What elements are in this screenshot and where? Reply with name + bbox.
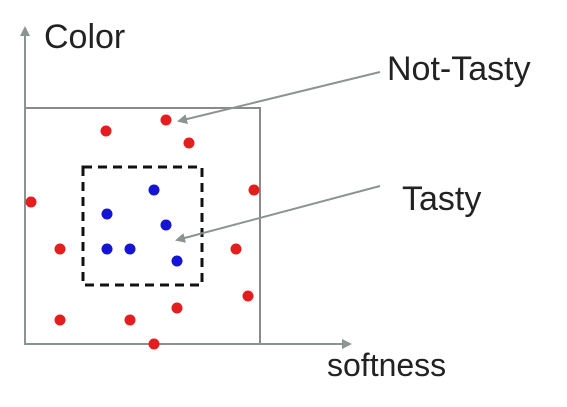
blue-point — [148, 184, 160, 196]
blue-point — [124, 243, 136, 255]
blue-point — [101, 208, 113, 220]
blue-point — [160, 219, 172, 231]
tasty-label: Tasty — [402, 180, 481, 218]
blue-point — [171, 255, 183, 267]
red-point — [248, 184, 260, 196]
not-tasty-arrow — [177, 71, 381, 124]
not-tasty-points — [25, 114, 260, 350]
red-point — [25, 196, 37, 208]
not-tasty-label: Not-Tasty — [387, 50, 531, 88]
feature-space-frame — [24, 107, 261, 345]
blue-point — [101, 243, 113, 255]
red-point — [124, 314, 136, 326]
red-point — [54, 243, 66, 255]
red-point — [230, 243, 242, 255]
red-point — [160, 114, 172, 126]
red-point — [100, 125, 112, 137]
red-point — [171, 302, 183, 314]
tasty-arrow — [175, 185, 381, 243]
red-point — [183, 137, 195, 149]
y-axis-label: Color — [44, 18, 125, 56]
x-axis-label: softness — [327, 347, 446, 383]
red-point — [242, 290, 254, 302]
tasty-region-box — [81, 165, 204, 287]
red-point — [148, 338, 160, 350]
red-point — [54, 314, 66, 326]
tasty-points — [101, 184, 183, 267]
